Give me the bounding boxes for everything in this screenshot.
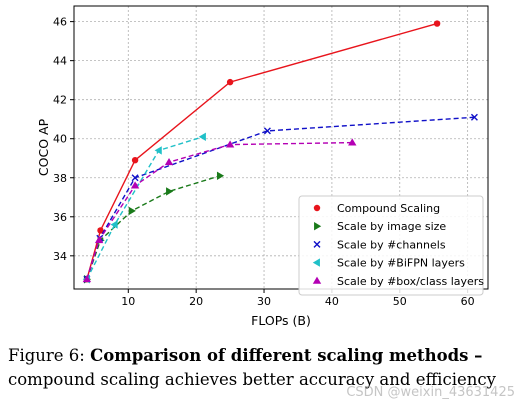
x-tick-label: 40 — [325, 295, 339, 308]
x-axis-label: FLOPs (B) — [251, 313, 311, 328]
data-point — [131, 156, 139, 164]
legend-marker — [312, 258, 320, 267]
y-tick-label: 46 — [53, 16, 67, 29]
legend-label: Scale by #box/class layers — [337, 275, 484, 288]
y-axis-label: COCO AP — [36, 118, 51, 176]
legend-marker — [313, 204, 321, 212]
legend-marker — [312, 276, 322, 284]
y-tick-label: 44 — [53, 55, 67, 68]
data-point — [166, 187, 174, 196]
figure-caption: Figure 6: Comparison of different scalin… — [8, 344, 523, 392]
y-tick-label: 40 — [53, 133, 67, 146]
y-tick-label: 36 — [53, 211, 67, 224]
y-tick-label: 42 — [53, 94, 67, 107]
legend-marker — [314, 222, 322, 231]
series-1 — [83, 20, 441, 283]
caption-rest-text: compound scaling achieves better accurac… — [8, 370, 496, 389]
data-point — [94, 236, 104, 244]
data-point — [82, 275, 92, 283]
legend: Compound Scaling Scale by image size Scale… — [298, 195, 484, 296]
x-tick-label: 20 — [189, 295, 203, 308]
series-2 — [83, 171, 225, 284]
data-point-stroke — [470, 113, 478, 121]
data-point — [130, 181, 140, 189]
data-point — [97, 227, 104, 234]
legend-label: Scale by #BiFPN layers — [337, 257, 465, 270]
data-point-stroke — [131, 174, 139, 182]
tick-layer: 10 20 30 40 50 60 34 36 38 40 42 44 46 — [53, 16, 475, 308]
series-line — [86, 141, 353, 280]
chart: 10 20 30 40 50 60 34 36 38 40 42 44 46 FLOPs (B) COC… — [36, 5, 489, 328]
x-tick-label: 60 — [461, 295, 475, 308]
caption-bold-text: Comparison of different scaling methods … — [90, 346, 483, 365]
data-point — [263, 127, 271, 135]
data-point-stroke — [263, 127, 271, 135]
legend-box — [298, 195, 484, 296]
x-tick-label: 50 — [393, 295, 407, 308]
caption-prefix: Figure 6: — [8, 346, 91, 365]
y-tick-label: 38 — [53, 172, 67, 185]
series-layer — [82, 20, 478, 284]
plot-frame — [73, 5, 489, 290]
data-point — [164, 157, 174, 166]
data-point — [348, 138, 357, 146]
data-point — [216, 171, 225, 180]
data-point — [110, 220, 118, 229]
watermark: CSDN @weixin_43631425 — [346, 385, 515, 400]
data-point — [226, 78, 234, 86]
legend-label: Scale by #channels — [337, 238, 446, 251]
data-point — [433, 20, 441, 27]
series-line — [86, 136, 204, 280]
legend-marker-stroke — [313, 240, 321, 248]
data-point — [198, 132, 206, 141]
legend-marker — [313, 240, 321, 248]
y-tick-label: 34 — [53, 250, 67, 263]
legend-label: Scale by image size — [337, 220, 446, 233]
data-point — [128, 206, 136, 216]
series-line — [86, 175, 221, 280]
x-tick-label: 30 — [257, 295, 271, 308]
data-point — [225, 140, 235, 148]
data-point — [470, 113, 478, 121]
series-5 — [82, 138, 357, 283]
legend-label: Compound Scaling — [337, 202, 440, 215]
x-tick-label: 10 — [121, 295, 135, 308]
series-4 — [82, 132, 206, 284]
data-point — [131, 174, 139, 182]
data-point — [154, 146, 162, 155]
